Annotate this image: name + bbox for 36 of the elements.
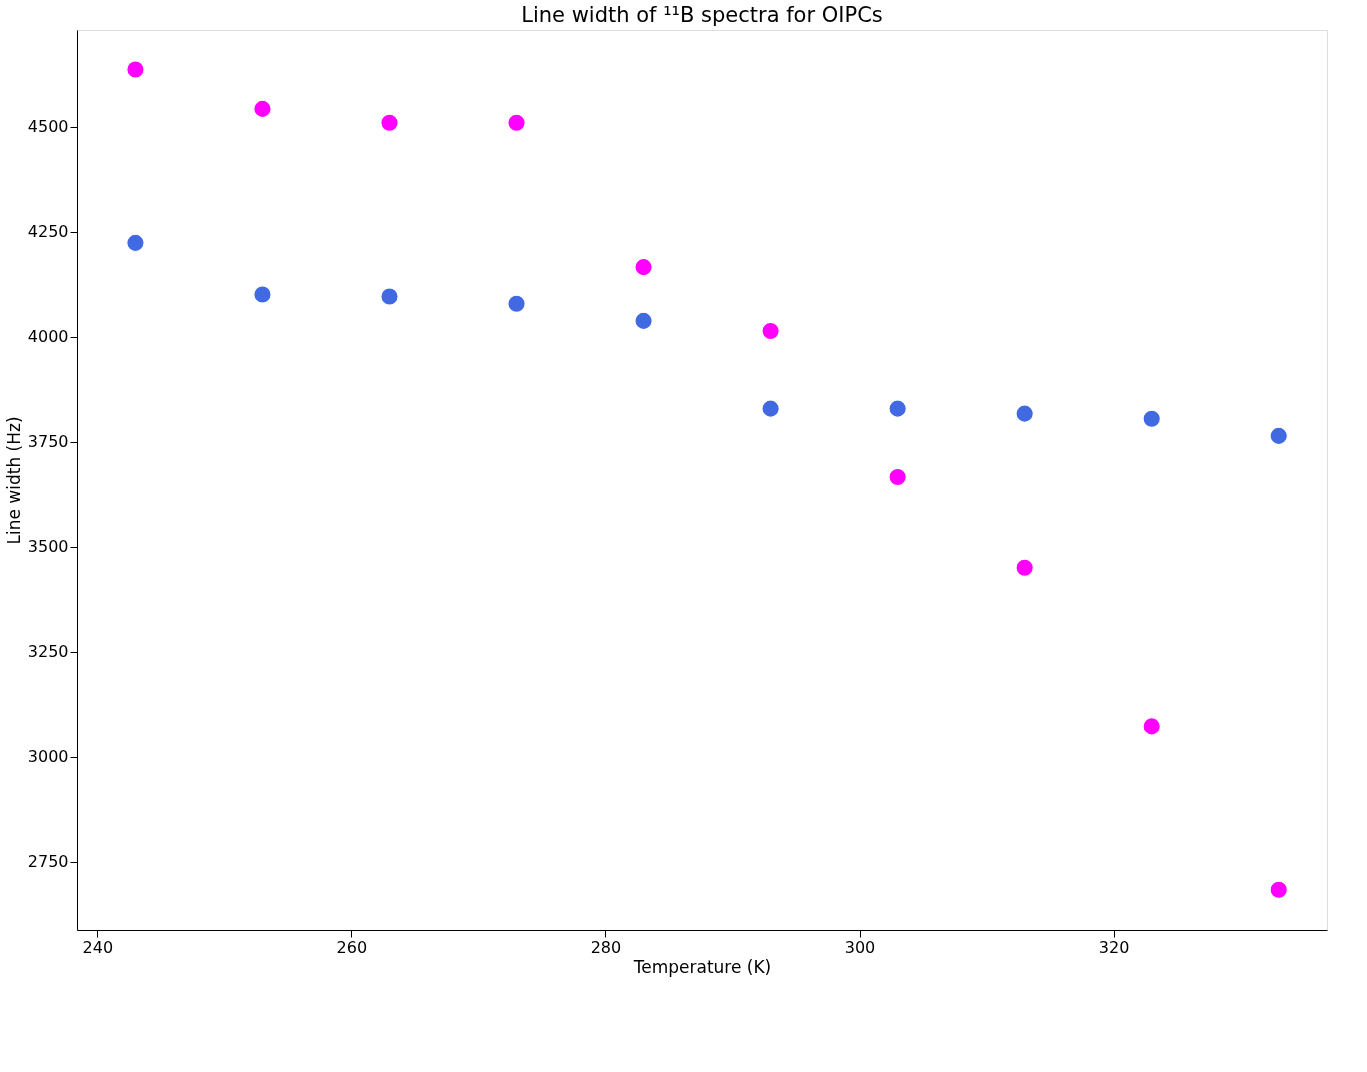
point bbox=[1269, 426, 1288, 446]
y-tick-label: 3750 bbox=[27, 432, 69, 452]
point bbox=[1015, 558, 1034, 577]
point bbox=[507, 113, 526, 133]
point bbox=[761, 399, 780, 418]
point bbox=[253, 99, 272, 119]
point bbox=[761, 321, 780, 341]
x-tick-label: 240 bbox=[82, 937, 114, 957]
x-tick-label: 260 bbox=[336, 937, 368, 957]
x-tick-label: 280 bbox=[590, 937, 622, 957]
y-tick-label: 3000 bbox=[27, 747, 69, 767]
y-tick-label: 4250 bbox=[27, 222, 69, 242]
point bbox=[253, 285, 272, 304]
point bbox=[380, 113, 399, 133]
point bbox=[507, 294, 526, 313]
point bbox=[380, 287, 399, 306]
y-tick-label: 4500 bbox=[27, 117, 69, 137]
point bbox=[1269, 880, 1288, 899]
point bbox=[634, 257, 653, 277]
y-tick-label: 2750 bbox=[27, 852, 69, 872]
point bbox=[1015, 404, 1034, 423]
y-tick-label: 3250 bbox=[27, 642, 69, 662]
point bbox=[888, 467, 907, 487]
x-tick-label: 320 bbox=[1098, 937, 1130, 957]
point bbox=[634, 311, 653, 331]
x-axis-title: Temperature (K) bbox=[632, 956, 772, 977]
y-tick-label: 3500 bbox=[27, 537, 69, 557]
chart-title: Line width of ¹¹B spectra for OIPCs bbox=[521, 3, 883, 27]
point bbox=[1142, 717, 1161, 736]
y-tick-label: 4000 bbox=[27, 327, 69, 347]
point bbox=[888, 399, 907, 418]
y-axis-title: Line width (Hz) bbox=[3, 416, 24, 545]
point bbox=[126, 60, 145, 79]
x-tick-label: 300 bbox=[844, 937, 876, 957]
point bbox=[126, 233, 145, 253]
point bbox=[1142, 409, 1161, 428]
